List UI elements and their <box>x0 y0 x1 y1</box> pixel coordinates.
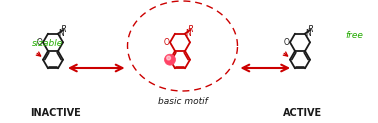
Text: O: O <box>284 38 290 47</box>
Text: basic motif: basic motif <box>158 97 208 106</box>
Text: sizable: sizable <box>32 38 63 47</box>
Text: INACTIVE: INACTIVE <box>30 108 81 118</box>
Text: N: N <box>305 29 311 38</box>
Circle shape <box>164 54 175 65</box>
Text: N: N <box>59 29 64 38</box>
Text: O: O <box>37 38 42 47</box>
Text: O: O <box>164 38 169 47</box>
Text: R: R <box>188 25 194 34</box>
Circle shape <box>167 56 170 60</box>
Text: R: R <box>308 25 314 34</box>
Text: free: free <box>345 31 363 39</box>
Text: ACTIVE: ACTIVE <box>283 108 322 118</box>
Text: N: N <box>186 29 191 38</box>
Text: R: R <box>61 25 67 34</box>
